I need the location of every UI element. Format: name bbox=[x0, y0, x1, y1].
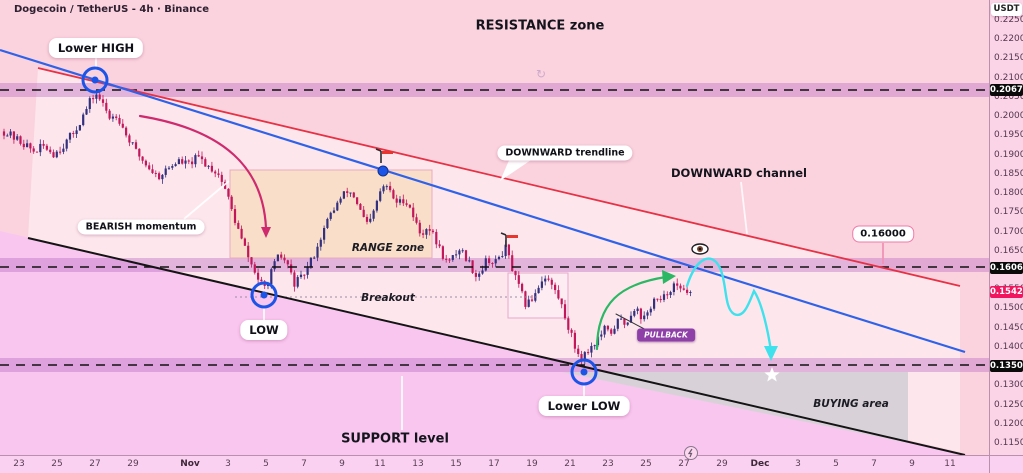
time-tick: 29 bbox=[716, 459, 728, 469]
candles bbox=[2, 89, 692, 366]
time-axis-separator bbox=[0, 455, 1023, 456]
label-pointer bbox=[183, 180, 230, 220]
bearish-momentum-arrow[interactable] bbox=[138, 114, 268, 230]
star-icon[interactable] bbox=[764, 367, 780, 382]
buying-area-region bbox=[562, 372, 908, 443]
recovery-arrow[interactable] bbox=[595, 275, 668, 351]
time-tick: 5 bbox=[833, 459, 839, 469]
time-tick: 11 bbox=[944, 459, 956, 469]
lower-high-marker-dot bbox=[91, 76, 99, 84]
level-price-tag: 0.20675 bbox=[990, 84, 1023, 97]
time-axis[interactable]: 23 25 27 29 Nov 3 5 7 9 11 13 15 17 19 21 23 25 27 29 Dec 3 5… bbox=[0, 456, 1023, 473]
downward-trendline[interactable] bbox=[37, 67, 961, 287]
lower-high-marker[interactable] bbox=[81, 66, 109, 94]
time-tick: Dec bbox=[750, 459, 770, 469]
level-price-tag: 0.13500 bbox=[990, 360, 1023, 373]
trendline-point-marker[interactable] bbox=[377, 165, 389, 177]
resistance-band[interactable] bbox=[0, 83, 989, 97]
time-tick: 15 bbox=[450, 459, 462, 469]
time-tick: 21 bbox=[564, 459, 576, 469]
chart-canvas[interactable] bbox=[0, 0, 989, 455]
lower-low-marker[interactable] bbox=[570, 358, 598, 386]
support-band[interactable] bbox=[0, 358, 989, 372]
time-tick: 11 bbox=[374, 459, 386, 469]
time-tick: 5 bbox=[263, 459, 269, 469]
lightning-icon[interactable] bbox=[683, 445, 699, 465]
support-trendline[interactable] bbox=[27, 237, 966, 455]
price-axis-separator bbox=[989, 0, 990, 473]
blue-trendline[interactable] bbox=[0, 48, 966, 354]
time-tick: 27 bbox=[89, 459, 101, 469]
label-pointer bbox=[740, 181, 748, 235]
current-price-tag: 0.15428 bbox=[990, 286, 1023, 298]
time-tick: 13 bbox=[412, 459, 424, 469]
eye-icon[interactable] bbox=[691, 243, 709, 255]
bearish-momentum-arrow-head bbox=[261, 227, 271, 238]
time-tick: 25 bbox=[51, 459, 63, 469]
lower-low-marker-dot bbox=[580, 368, 588, 376]
time-tick: 23 bbox=[13, 459, 25, 469]
projection-arrow-head bbox=[764, 346, 778, 361]
projection-arrow[interactable] bbox=[685, 257, 773, 353]
time-tick: 27 bbox=[678, 459, 690, 469]
recovery-arrow-head bbox=[662, 270, 676, 284]
time-tick: 3 bbox=[225, 459, 231, 469]
time-tick: Nov bbox=[180, 459, 200, 469]
time-tick: 29 bbox=[127, 459, 139, 469]
time-tick: 19 bbox=[526, 459, 538, 469]
symbol-title: Dogecoin / TetherUS - 4h · Binance bbox=[14, 4, 209, 15]
level-price-tag: 0.16064 bbox=[990, 261, 1023, 274]
time-tick: 9 bbox=[339, 459, 345, 469]
time-tick: 23 bbox=[602, 459, 614, 469]
time-tick: 7 bbox=[301, 459, 307, 469]
time-tick: 3 bbox=[795, 459, 801, 469]
low-marker[interactable] bbox=[250, 281, 278, 309]
channel-fill bbox=[28, 68, 960, 452]
flag-icon[interactable] bbox=[375, 148, 393, 163]
mid-resistance-band[interactable] bbox=[0, 258, 989, 272]
time-tick: 9 bbox=[909, 459, 915, 469]
low-marker-dot bbox=[260, 291, 268, 299]
refresh-icon[interactable]: ↻ bbox=[535, 67, 547, 81]
time-tick: 25 bbox=[640, 459, 652, 469]
time-tick: 17 bbox=[488, 459, 500, 469]
flag-icon[interactable] bbox=[500, 232, 518, 247]
currency-unit-button[interactable]: USDT bbox=[991, 3, 1022, 16]
time-tick: 7 bbox=[871, 459, 877, 469]
